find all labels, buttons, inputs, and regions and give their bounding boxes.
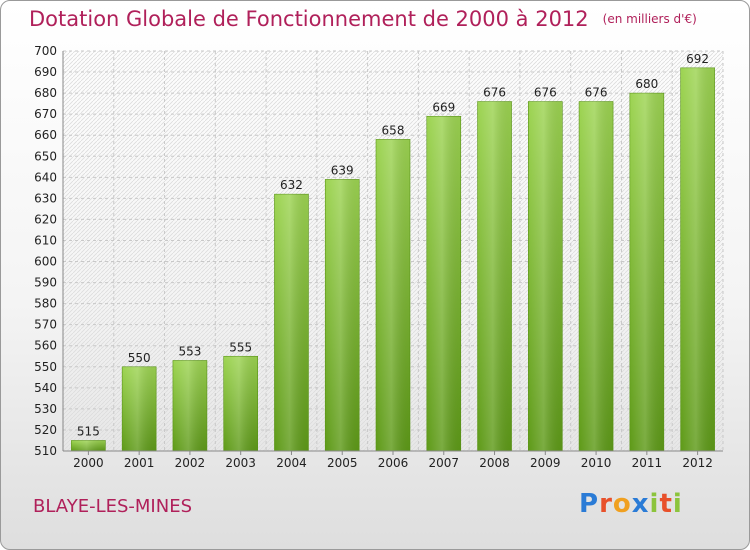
logo-letter: P	[579, 489, 600, 519]
bar-shine	[528, 101, 563, 452]
data-label: 680	[635, 77, 658, 91]
y-tick-label: 540	[34, 381, 57, 395]
x-tick-label: 2010	[581, 456, 612, 470]
logo-letter: o	[612, 489, 632, 519]
data-label: 669	[432, 100, 455, 114]
bar-shine	[376, 139, 410, 451]
chart-title-text: Dotation Globale de Fonctionnement de 20…	[29, 7, 589, 31]
chart-title: Dotation Globale de Fonctionnement de 20…	[29, 7, 697, 31]
bar-shine	[172, 360, 207, 451]
y-tick-label: 590	[34, 276, 57, 290]
bar-shine	[579, 101, 614, 452]
bar-shine	[325, 179, 360, 451]
y-tick-label: 620	[34, 212, 57, 226]
data-label: 555	[229, 340, 252, 354]
x-tick-label: 2002	[175, 456, 206, 470]
y-tick-label: 700	[34, 44, 57, 58]
x-tick-label: 2001	[124, 456, 155, 470]
y-tick-label: 670	[34, 107, 57, 121]
proxiti-logo[interactable]: Proxiti	[579, 489, 683, 519]
data-label: 639	[331, 163, 354, 177]
x-tick-label: 2004	[276, 456, 307, 470]
bar-shine	[629, 93, 664, 452]
bar-shine	[223, 356, 258, 451]
y-tick-label: 690	[34, 65, 57, 79]
bar-shine	[477, 101, 512, 452]
y-tick-label: 530	[34, 402, 57, 416]
logo-letter: t	[659, 489, 673, 519]
x-tick-label: 2011	[632, 456, 663, 470]
x-tick-label: 2005	[327, 456, 358, 470]
x-tick-label: 2008	[479, 456, 510, 470]
y-tick-label: 630	[34, 191, 57, 205]
y-tick-label: 610	[34, 233, 57, 247]
bar-shine	[71, 440, 106, 451]
data-label: 632	[280, 178, 303, 192]
axis-layer: 510 520 530 540 550 560 570 580 590 600 610 620 630 6…	[34, 44, 723, 470]
logo-letter: i	[672, 489, 683, 519]
x-tick-label: 2009	[530, 456, 561, 470]
data-label: 550	[128, 351, 151, 365]
data-label: 676	[534, 86, 557, 100]
data-label: 658	[382, 123, 405, 137]
bar-shine	[426, 116, 461, 452]
logo-letter: r	[599, 489, 613, 519]
y-tick-label: 560	[34, 339, 57, 353]
bars-layer	[71, 67, 715, 452]
y-tick-label: 660	[34, 128, 57, 142]
commune-name: BLAYE-LES-MINES	[33, 496, 192, 517]
x-tick-label: 2000	[73, 456, 104, 470]
y-tick-label: 550	[34, 360, 57, 374]
y-tick-label: 510	[34, 444, 57, 458]
data-label: 553	[178, 344, 201, 358]
x-tick-label: 2003	[225, 456, 256, 470]
y-tick-label: 520	[34, 423, 57, 437]
y-tick-label: 650	[34, 149, 57, 163]
data-label: 676	[585, 86, 608, 100]
y-tick-label: 570	[34, 318, 57, 332]
y-tick-label: 580	[34, 297, 57, 311]
bar-shine	[274, 194, 309, 451]
x-tick-label: 2012	[682, 456, 713, 470]
bar-shine	[680, 67, 715, 451]
x-tick-label: 2006	[378, 456, 409, 470]
y-tick-label: 600	[34, 255, 57, 269]
logo-letter: i	[649, 489, 660, 519]
data-label: 692	[686, 52, 709, 66]
chart-subtitle: (en milliers d'€)	[602, 12, 697, 26]
y-tick-label: 640	[34, 170, 57, 184]
logo-letter: x	[631, 489, 650, 519]
bar-shine	[122, 366, 157, 451]
data-label: 515	[77, 424, 100, 438]
data-label: 676	[483, 86, 506, 100]
y-tick-label: 680	[34, 86, 57, 100]
x-tick-label: 2007	[428, 456, 459, 470]
